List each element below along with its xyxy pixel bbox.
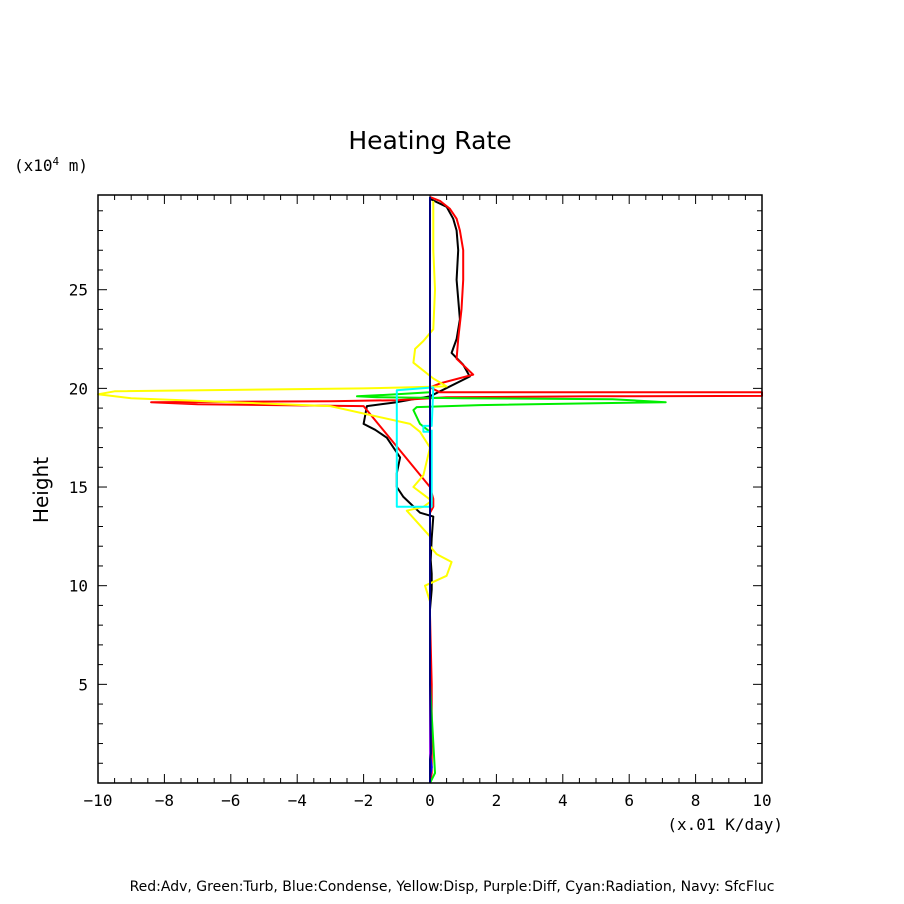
x-tick-label: −8 xyxy=(155,791,174,810)
y-tick-label: 10 xyxy=(69,577,88,596)
series-line-disp xyxy=(97,200,453,602)
x-tick-label: −10 xyxy=(84,791,113,810)
y-tick-label: 25 xyxy=(69,281,88,300)
x-tick-label: 0 xyxy=(425,791,435,810)
x-tick-label: 6 xyxy=(624,791,634,810)
y-units-suffix: m) xyxy=(59,156,88,175)
series-line-turb xyxy=(356,197,667,784)
series-line-total xyxy=(362,197,471,783)
plot-frame xyxy=(97,194,763,784)
x-tick-label: −6 xyxy=(221,791,240,810)
x-tick-label: −2 xyxy=(354,791,373,810)
x-tick-label: 8 xyxy=(691,791,701,810)
series-line-radiation xyxy=(395,386,435,508)
y-units-prefix: (x10 xyxy=(14,156,53,175)
x-axis-label: (x.01 K/day) xyxy=(667,815,783,834)
x-tick-label: −4 xyxy=(288,791,307,810)
y-units-label: (x104 m) xyxy=(14,155,88,175)
y-axis-label: Height xyxy=(29,457,53,523)
x-tick-label: 10 xyxy=(752,791,771,810)
y-tick-label: 5 xyxy=(78,675,88,694)
series-line-adv xyxy=(150,196,763,784)
series-line-sfcfluc xyxy=(429,197,432,783)
chart-title: Heating Rate xyxy=(348,126,511,155)
y-units-exponent: 4 xyxy=(53,155,60,168)
axes-layer: −10 −8 −6 −4 −2 0 2 4 6 8 10 5 10 15 20 25 xyxy=(69,195,772,810)
y-tick-label: 15 xyxy=(69,478,88,497)
series-layer xyxy=(97,196,763,784)
y-tick-label: 20 xyxy=(69,379,88,398)
x-tick-label: 2 xyxy=(492,791,502,810)
legend-text: Red:Adv, Green:Turb, Blue:Condense, Yell… xyxy=(130,879,775,895)
x-tick-label: 4 xyxy=(558,791,568,810)
